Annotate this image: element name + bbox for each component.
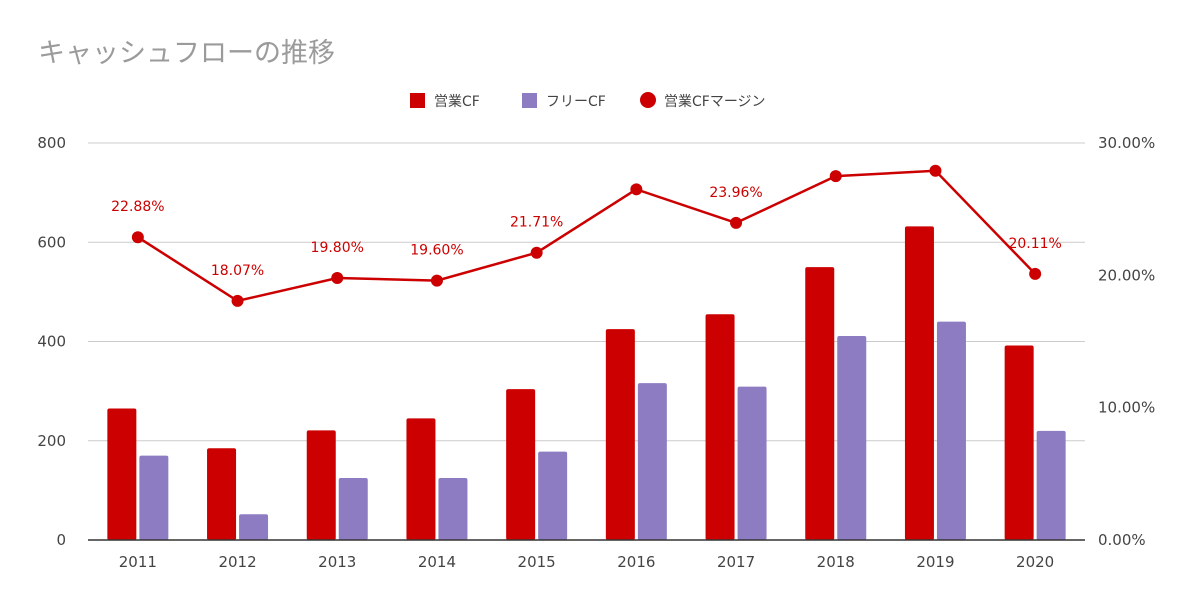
margin-line <box>137 169 1037 303</box>
gridlines <box>88 142 1085 442</box>
x-tick-label: 2016 <box>617 553 655 571</box>
y-axis-left: 0 200 400 600 800 <box>37 134 66 549</box>
y-axis-right: 0.00% 10.00% 20.00% 30.00% <box>1098 134 1155 549</box>
margin-point <box>231 294 244 307</box>
legend-label-cf-margin: 営業CFマージン <box>664 94 766 110</box>
bar-operating-cf <box>1004 345 1034 540</box>
margin-point <box>630 183 643 196</box>
bar-free-cf <box>1036 430 1066 540</box>
bar-operating-cf <box>705 314 735 540</box>
bar-operating-cf <box>306 430 336 540</box>
margin-data-label: 18.07% <box>211 263 264 279</box>
y-left-tick-label: 800 <box>37 134 66 152</box>
margin-point <box>929 164 942 177</box>
x-tick-label: 2012 <box>218 553 256 571</box>
margin-data-label: 23.96% <box>709 185 762 201</box>
legend-label-free-cf: フリーCF <box>546 94 606 110</box>
legend: 営業CF フリーCF 営業CFマージン <box>410 92 766 110</box>
margin-point <box>730 216 743 229</box>
bar-free-cf <box>239 514 269 540</box>
bar-operating-cf <box>207 448 237 540</box>
margin-point <box>331 271 344 284</box>
margin-point <box>530 246 543 259</box>
x-tick-label: 2013 <box>318 553 356 571</box>
bar-operating-cf <box>605 329 635 540</box>
margin-line-series <box>131 164 1042 307</box>
x-tick-label: 2019 <box>916 553 954 571</box>
margin-data-label: 19.60% <box>410 243 463 259</box>
bar-free-cf <box>737 386 767 540</box>
x-tick-label: 2011 <box>119 553 157 571</box>
margin-data-label: 21.71% <box>510 215 563 231</box>
bar-free-cf <box>837 336 867 540</box>
bar-series <box>107 226 1066 540</box>
y-right-tick-label: 30.00% <box>1098 134 1155 152</box>
x-axis: 2011 2012 2013 2014 2015 2016 2017 2018 2019 2020 <box>119 553 1054 571</box>
margin-data-label: 19.80% <box>311 240 364 256</box>
x-tick-label: 2015 <box>518 553 556 571</box>
bar-operating-cf <box>406 418 436 540</box>
bar-operating-cf <box>107 408 137 540</box>
y-left-tick-label: 0 <box>56 531 66 549</box>
bar-operating-cf <box>904 226 934 540</box>
margin-point <box>829 170 842 183</box>
bar-free-cf <box>338 477 368 540</box>
bar-free-cf <box>538 451 568 540</box>
data-labels: 22.88% 18.07% 19.80% 19.60% 21.71% 23.96% 20.1… <box>111 185 1062 279</box>
margin-point <box>131 231 144 244</box>
margin-data-label: 22.88% <box>111 199 164 215</box>
y-left-tick-label: 600 <box>37 233 66 251</box>
y-right-tick-label: 20.00% <box>1098 266 1155 284</box>
y-left-tick-label: 200 <box>37 432 66 450</box>
x-tick-label: 2018 <box>817 553 855 571</box>
y-right-tick-label: 0.00% <box>1098 531 1146 549</box>
x-tick-label: 2020 <box>1016 553 1054 571</box>
bar-free-cf <box>139 455 169 540</box>
chart-title: キャッシュフローの推移 <box>38 38 335 69</box>
x-tick-label: 2017 <box>717 553 755 571</box>
bar-free-cf <box>936 321 966 540</box>
legend-swatch-free-cf <box>522 93 537 108</box>
y-left-tick-label: 400 <box>37 333 66 351</box>
y-right-tick-label: 10.00% <box>1098 399 1155 417</box>
legend-marker-cf-margin <box>640 92 656 108</box>
margin-point <box>1029 267 1042 280</box>
margin-point <box>430 274 443 287</box>
x-tick-label: 2014 <box>418 553 456 571</box>
bar-free-cf <box>438 477 468 540</box>
bar-operating-cf <box>805 267 835 540</box>
bar-free-cf <box>637 383 667 540</box>
legend-swatch-operating-cf <box>410 93 425 108</box>
bar-operating-cf <box>506 389 536 540</box>
margin-data-label: 20.11% <box>1008 236 1061 252</box>
legend-label-operating-cf: 営業CF <box>434 94 480 110</box>
